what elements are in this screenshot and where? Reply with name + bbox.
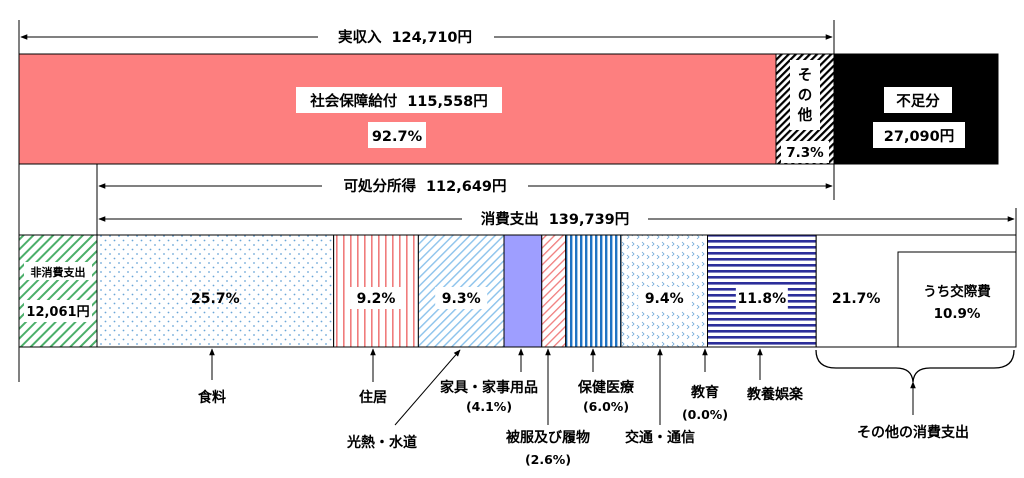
callout-percent-education: (0.0%) [682, 407, 728, 422]
label-percent-transport: 9.4% [645, 291, 684, 307]
callout-label-furniture: 家具・家事用品 [440, 379, 538, 396]
callout-label-medical: 保健医療 [577, 379, 635, 396]
label-box-non-consumption-value [24, 300, 92, 322]
label-non-consumption: 非消費支出 [31, 265, 86, 279]
callout-label-clothing: 被服及び履物 [506, 429, 590, 446]
income-label: 実収入 124,710円 [338, 28, 472, 46]
sub-box-entertainment [897, 251, 1017, 348]
label-shortfall: 不足分 [896, 93, 940, 110]
callout-percent-furniture: (4.1%) [466, 399, 512, 414]
label-box-utilities [435, 287, 488, 309]
label-shortfall-value: 27,090円 [884, 128, 954, 145]
label-box-recreation [735, 287, 788, 309]
callout-label-education: 教育 [691, 384, 719, 401]
label-percent-utilities: 9.3% [442, 291, 481, 307]
callout-label-utilities: 光熱・水道 [346, 434, 417, 451]
expense-segments: 25.7% 9.2% 9.3% 9.4% 11.8% 21.7% [96, 234, 1017, 348]
label-box-shortfall [884, 87, 952, 113]
bar-clothing [541, 234, 567, 348]
label-income-other-2: の [798, 88, 813, 104]
callout-label-housing: 住居 [359, 389, 387, 406]
callout-percent-medical: (6.0%) [583, 399, 629, 414]
label-entertainment-percent: 10.9% [934, 306, 981, 322]
callout-label-other: その他の消費支出 [857, 424, 969, 441]
consumption-label: 消費支出 139,739円 [481, 210, 630, 228]
label-social-security: 社会保障給付 115,558円 [309, 92, 488, 110]
bar-food [96, 234, 335, 348]
callout-label-transport: 交通・通信 [625, 429, 695, 446]
brace-other-consumption [815, 349, 1015, 383]
label-box-income-other-pct [781, 141, 829, 163]
label-percent-other: 21.7% [832, 291, 881, 307]
label-percent-housing: 9.2% [357, 291, 396, 307]
bar-medical [565, 234, 622, 348]
label-box-social-security [296, 87, 502, 113]
callout-percent-clothing: (2.6%) [525, 452, 571, 467]
bar-non-consumption [18, 234, 98, 348]
label-non-consumption-value: 12,061円 [26, 305, 89, 320]
label-income-other-percent: 7.3% [786, 145, 824, 161]
label-percent-recreation: 11.8% [738, 291, 787, 307]
label-income-other-1: そ [798, 68, 813, 84]
label-income-other-3: 他 [797, 106, 813, 124]
label-box-income-other [790, 60, 820, 130]
callout-label-recreation: 教養娯楽 [747, 386, 804, 403]
label-box-shortfall-value [873, 122, 965, 148]
label-percent-food: 25.7% [191, 291, 240, 307]
bar-furniture [503, 234, 543, 348]
disposable-label: 可処分所得 112,649円 [343, 177, 506, 195]
label-box-ss-percent [368, 122, 426, 148]
callout-arrow-utilities [394, 349, 461, 426]
callout-label-food: 食料 [198, 389, 226, 406]
label-entertainment-name: うち交際費 [923, 283, 991, 300]
label-box-housing [350, 287, 403, 309]
label-ss-percent: 92.7% [372, 129, 423, 145]
label-box-non-consumption [24, 262, 92, 280]
label-box-transport [638, 287, 691, 309]
